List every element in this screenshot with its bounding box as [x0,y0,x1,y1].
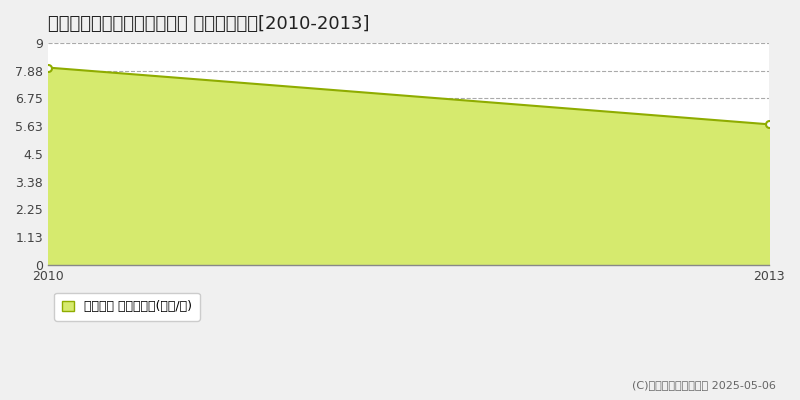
Text: (C)土地価格ドットコム 2025-05-06: (C)土地価格ドットコム 2025-05-06 [632,380,776,390]
Text: 東茨城郡茨城町中央工業団地 土地価格推移[2010-2013]: 東茨城郡茨城町中央工業団地 土地価格推移[2010-2013] [48,15,370,33]
Legend: 土地価格 平均坪単価(万円/坪): 土地価格 平均坪単価(万円/坪) [54,293,200,321]
